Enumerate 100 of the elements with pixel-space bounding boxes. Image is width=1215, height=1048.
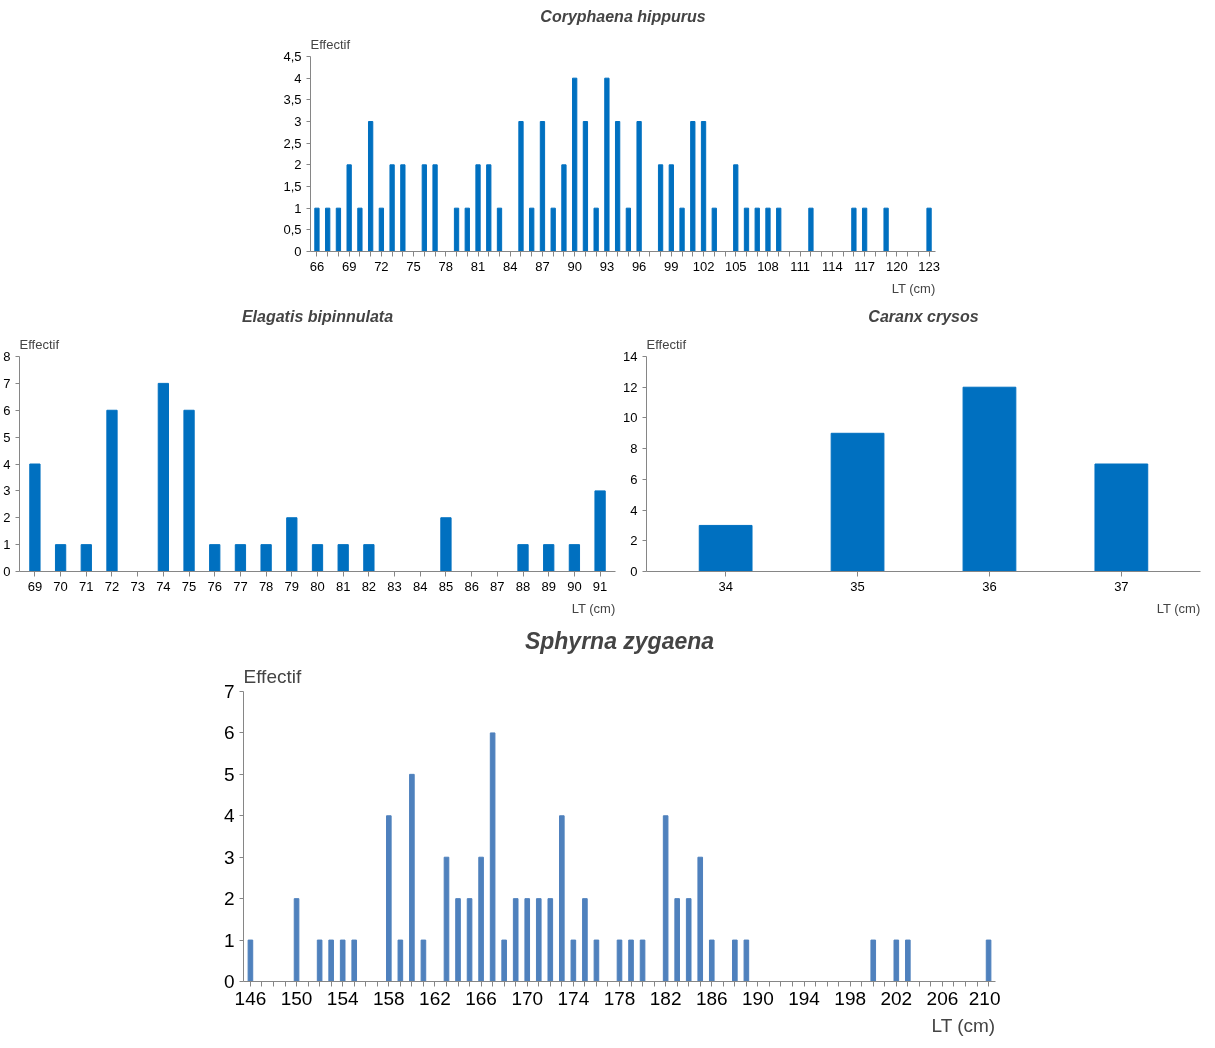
y-tick-label: 1 bbox=[223, 929, 235, 951]
x-tick-label: 86 bbox=[464, 578, 479, 594]
bar bbox=[29, 463, 41, 572]
x-tick-label: 150 bbox=[280, 987, 313, 1009]
x-tick-label: 102 bbox=[692, 258, 715, 274]
bar bbox=[496, 207, 503, 252]
x-tick-label: 166 bbox=[465, 987, 497, 1009]
x-tick-label: 70 bbox=[53, 578, 68, 594]
x-axis-title: LT (cm) bbox=[891, 280, 936, 296]
bar bbox=[547, 898, 554, 982]
x-tick-label: 190 bbox=[742, 987, 774, 1009]
x-tick-label: 84 bbox=[503, 258, 518, 274]
bar bbox=[80, 544, 92, 572]
x-tick-label: 87 bbox=[535, 258, 550, 274]
x-tick-label: 174 bbox=[557, 987, 590, 1009]
bar bbox=[209, 544, 221, 572]
bar bbox=[926, 207, 932, 252]
x-tick-label: 69 bbox=[27, 578, 43, 594]
bar bbox=[293, 898, 300, 982]
y-tick-label: 0 bbox=[223, 971, 235, 992]
x-tick-label: 198 bbox=[834, 987, 867, 1009]
bar bbox=[679, 207, 685, 252]
x-tick-label: 108 bbox=[757, 258, 779, 274]
x-axis-title: LT (cm) bbox=[931, 1014, 996, 1036]
bar bbox=[346, 164, 352, 252]
bar bbox=[594, 490, 606, 572]
bar bbox=[432, 164, 438, 252]
y-tick-label: 0,5 bbox=[283, 222, 302, 238]
y-tick-label: 8 bbox=[630, 441, 638, 457]
bar bbox=[870, 939, 877, 982]
bar bbox=[625, 207, 632, 252]
y-tick-label: 3 bbox=[223, 846, 235, 868]
bar bbox=[328, 939, 334, 982]
bar bbox=[397, 939, 404, 982]
bar bbox=[616, 939, 623, 982]
bar bbox=[453, 207, 460, 252]
bar bbox=[711, 207, 717, 252]
y-tick-label: 6 bbox=[630, 471, 638, 487]
x-tick-label: 123 bbox=[918, 258, 940, 274]
x-tick-label: 79 bbox=[284, 578, 300, 594]
y-tick-label: 6 bbox=[223, 722, 235, 744]
bar bbox=[893, 939, 900, 982]
x-tick-label: 81 bbox=[335, 578, 351, 594]
bar bbox=[325, 207, 331, 252]
x-tick-label: 37 bbox=[1114, 578, 1129, 594]
x-tick-label: 162 bbox=[419, 987, 451, 1009]
bar bbox=[636, 121, 642, 252]
bar bbox=[335, 207, 342, 252]
bar bbox=[389, 164, 395, 252]
x-tick-label: 91 bbox=[592, 578, 608, 594]
bar bbox=[475, 164, 481, 252]
bar bbox=[708, 939, 715, 982]
x-tick-label: 78 bbox=[258, 578, 274, 594]
y-tick-label: 2 bbox=[223, 888, 235, 910]
bar bbox=[234, 544, 247, 572]
bar bbox=[743, 207, 750, 252]
y-tick-label: 6 bbox=[3, 402, 11, 418]
x-tick-label: 170 bbox=[511, 987, 544, 1009]
chart-title: Sphyrna zygaena bbox=[524, 627, 715, 654]
bar bbox=[489, 732, 496, 982]
x-tick-label: 72 bbox=[374, 258, 389, 274]
x-tick-label: 206 bbox=[926, 987, 959, 1009]
bar bbox=[339, 939, 346, 982]
x-tick-label: 76 bbox=[207, 578, 222, 594]
x-tick-label: 99 bbox=[664, 258, 679, 274]
x-tick-label: 96 bbox=[631, 258, 647, 274]
bar bbox=[808, 207, 814, 252]
bar bbox=[386, 815, 392, 982]
y-tick-label: 7 bbox=[223, 681, 235, 702]
bar bbox=[559, 815, 565, 982]
bar bbox=[905, 939, 911, 982]
x-tick-label: 88 bbox=[515, 578, 531, 594]
y-tick-label: 3 bbox=[3, 483, 11, 499]
x-tick-label: 74 bbox=[156, 578, 171, 594]
y-axis-title: Effectif bbox=[19, 336, 60, 352]
bar bbox=[1094, 463, 1149, 572]
bar bbox=[685, 898, 692, 982]
x-tick-label: 78 bbox=[438, 258, 454, 274]
y-tick-label: 10 bbox=[623, 410, 638, 426]
y-tick-label: 1 bbox=[294, 200, 302, 216]
x-tick-label: 69 bbox=[341, 258, 357, 274]
bar bbox=[517, 544, 529, 572]
bar bbox=[754, 207, 760, 252]
bar bbox=[409, 773, 415, 982]
y-tick-label: 1 bbox=[3, 537, 11, 553]
bar bbox=[440, 517, 452, 572]
bar bbox=[700, 121, 707, 252]
bar bbox=[962, 386, 1017, 572]
bar bbox=[351, 939, 358, 982]
y-tick-label: 0 bbox=[294, 244, 302, 259]
bar bbox=[830, 432, 885, 572]
x-tick-label: 186 bbox=[695, 987, 728, 1009]
x-tick-label: 90 bbox=[567, 578, 582, 594]
y-tick-label: 0 bbox=[630, 564, 638, 579]
y-tick-label: 3,5 bbox=[283, 92, 302, 108]
y-tick-label: 5 bbox=[3, 429, 11, 445]
y-axis-title: Effectif bbox=[243, 665, 302, 687]
bar bbox=[421, 164, 427, 252]
bar bbox=[286, 517, 298, 572]
x-tick-label: 178 bbox=[603, 987, 636, 1009]
